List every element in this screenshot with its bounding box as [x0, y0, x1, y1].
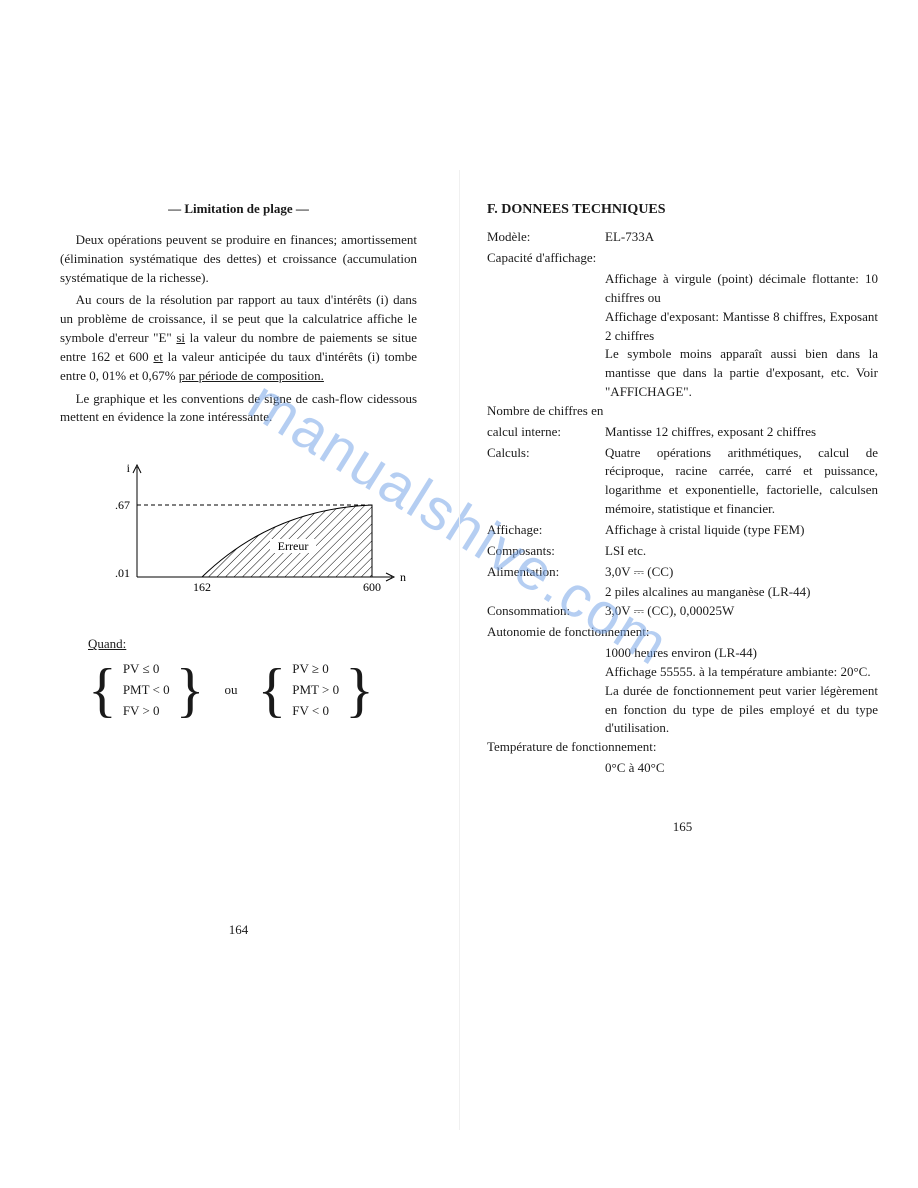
spec-model-value: EL-733A	[605, 228, 878, 247]
brace-open-2: {	[257, 663, 286, 717]
spec-calc-value: Quatre opérations arithmétiques, calcul …	[605, 444, 878, 519]
spec-calc-label: Calculs:	[487, 444, 605, 463]
spec-auto-v3: La durée de fonctionnement peut varier l…	[605, 682, 878, 739]
para-3: Le graphique et les conventions de signe…	[60, 390, 417, 428]
axis-label-i: i	[127, 461, 131, 475]
xtick-600: 600	[363, 580, 381, 594]
axis-label-n: n	[400, 570, 406, 584]
para-2-per: par période de composition.	[179, 368, 324, 383]
spec-auto-v1: 1000 heures environ (LR-44)	[605, 644, 878, 663]
spec-capacity-v1: Affichage à virgule (point) décimale flo…	[605, 270, 878, 308]
quand-label: Quand:	[88, 636, 126, 651]
left-heading: — Limitation de plage —	[60, 200, 417, 219]
spec-comp-value: LSI etc.	[605, 542, 878, 561]
page-right: F. DONNEES TECHNIQUES Modèle: EL-733A Ca…	[459, 200, 918, 940]
spec-model-label: Modèle:	[487, 228, 605, 247]
condition-group-1: { PV ≤ 0 PMT < 0 FV > 0 }	[88, 660, 204, 721]
spec-auto-label: Autonomie de fonctionnement:	[487, 623, 649, 642]
cond-1-pv: PV ≤ 0	[123, 660, 170, 679]
para-1: Deux opérations peuvent se produire en f…	[60, 231, 417, 288]
spec-internal-label1: Nombre de chiffres en	[487, 402, 603, 421]
spec-power-v2: 2 piles alcalines au manganèse (LR-44)	[605, 583, 878, 602]
ytick-01: .01	[115, 566, 130, 580]
spec-auto-v2: Affichage 55555. à la température ambian…	[605, 663, 878, 682]
cond-2-pmt: PMT > 0	[292, 681, 339, 700]
cond-1-pmt: PMT < 0	[123, 681, 170, 700]
spec-power-label: Alimentation:	[487, 563, 605, 582]
spec-disp-value: Affichage à cristal liquide (type FEM)	[605, 521, 878, 540]
xtick-162: 162	[193, 580, 211, 594]
brace-close-2: }	[345, 663, 374, 717]
spec-comp-label: Composants:	[487, 542, 605, 561]
spec-power-v1: 3,0V ⎓ (CC)	[605, 563, 878, 582]
spec-capacity-label: Capacité d'affichage:	[487, 249, 605, 268]
spec-internal-label2: calcul interne:	[487, 423, 605, 442]
para-2-si: si	[176, 330, 185, 345]
quand-block: Quand: { PV ≤ 0 PMT < 0 FV > 0 } ou { PV…	[88, 635, 417, 720]
right-heading: F. DONNEES TECHNIQUES	[487, 200, 878, 220]
error-label: Erreur	[278, 539, 309, 553]
spec-internal-value: Mantisse 12 chiffres, exposant 2 chiffre…	[605, 423, 878, 442]
page-left: — Limitation de plage — Deux opérations …	[0, 200, 459, 940]
cond-2-pv: PV ≥ 0	[292, 660, 339, 679]
spec-cons-value: 3,0V ⎓ (CC), 0,00025W	[605, 602, 878, 621]
spec-temp-label: Température de fonctionnement:	[487, 738, 656, 757]
spec-temp-value: 0°C à 40°C	[605, 759, 878, 778]
brace-close-1: }	[176, 663, 205, 717]
spec-capacity-v2: Affichage d'exposant: Mantisse 8 chiffre…	[605, 308, 878, 346]
page-number-left: 164	[60, 921, 417, 940]
brace-open-1: {	[88, 663, 117, 717]
cond-2-fv: FV < 0	[292, 702, 339, 721]
spec-disp-label: Affichage:	[487, 521, 605, 540]
para-2: Au cours de la résolution par rapport au…	[60, 291, 417, 385]
para-2-et: et	[153, 349, 162, 364]
error-region-graph: i n .67 .01 162 600 Erreur	[82, 457, 412, 607]
cond-1-fv: FV > 0	[123, 702, 170, 721]
spec-model: Modèle: EL-733A	[487, 228, 878, 247]
page-divider	[459, 170, 460, 1130]
ou-separator: ou	[224, 681, 237, 700]
ytick-67: .67	[115, 498, 130, 512]
spec-capacity-v3: Le symbole moins apparaît aussi bien dan…	[605, 345, 878, 402]
page-number-right: 165	[487, 818, 878, 837]
spec-cons-label: Consommation:	[487, 602, 605, 621]
condition-group-2: { PV ≥ 0 PMT > 0 FV < 0 }	[257, 660, 373, 721]
